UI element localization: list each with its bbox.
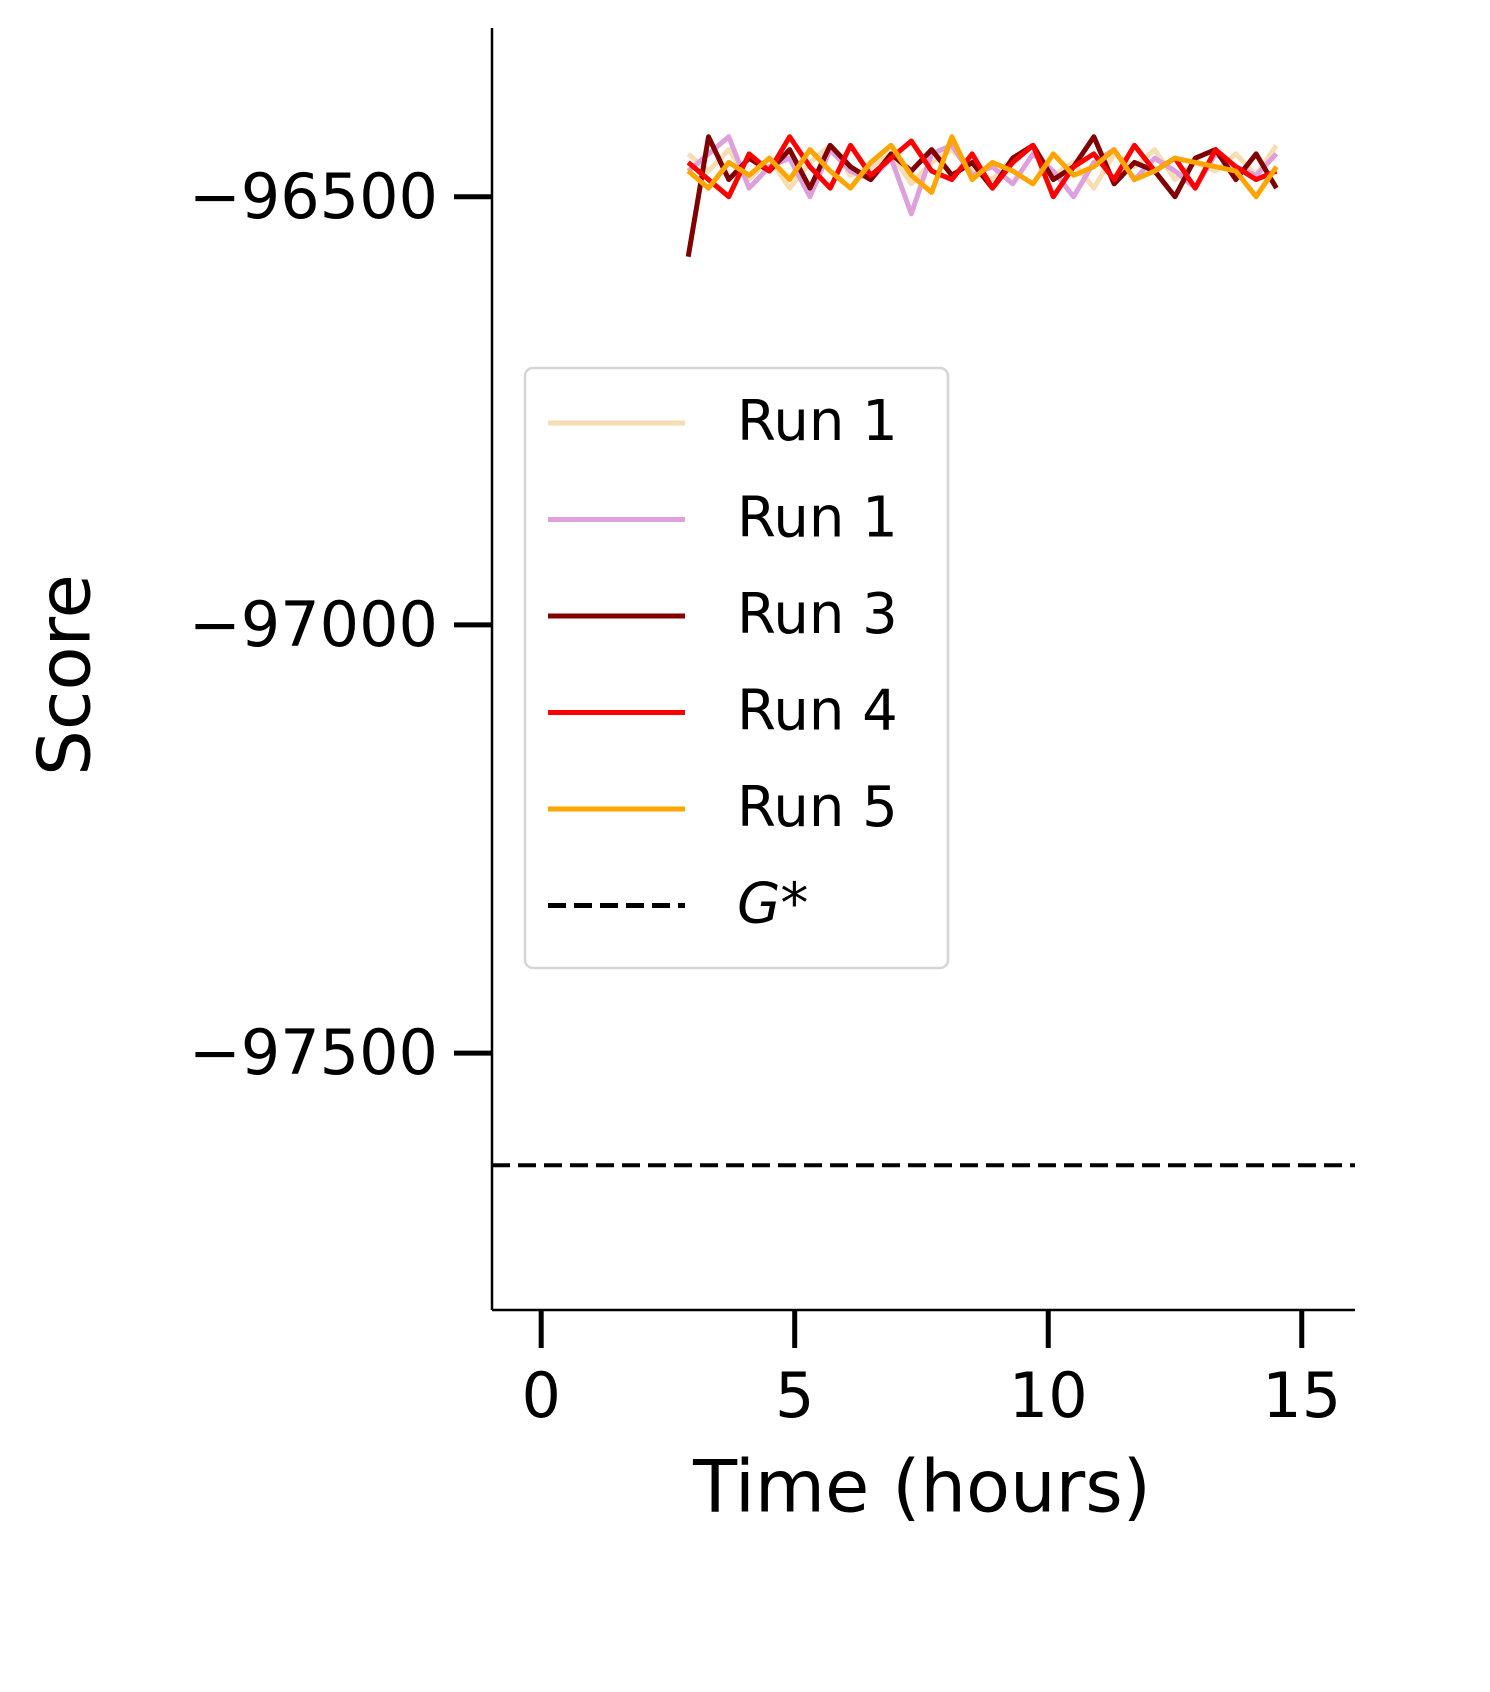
y-tick-label: −97500 <box>189 1016 438 1089</box>
x-axis-label: Time (hours) <box>692 1445 1151 1529</box>
y-tick-label: −97000 <box>189 588 438 661</box>
legend-label: Run 3 <box>737 582 898 647</box>
legend-label: Run 1 <box>737 486 898 551</box>
legend-label: Run 5 <box>737 775 898 840</box>
x-tick-label: 5 <box>775 1359 814 1432</box>
x-tick-label: 0 <box>521 1359 560 1432</box>
y-axis-label: Score <box>23 574 107 776</box>
legend-label: Run 1 <box>737 389 898 454</box>
legend-label: Run 4 <box>737 679 898 744</box>
x-tick-label: 15 <box>1262 1359 1341 1432</box>
y-tick-label: −96500 <box>189 160 438 233</box>
legend-label: G* <box>737 872 808 937</box>
x-tick-label: 10 <box>1009 1359 1088 1432</box>
series-line <box>686 134 1279 200</box>
